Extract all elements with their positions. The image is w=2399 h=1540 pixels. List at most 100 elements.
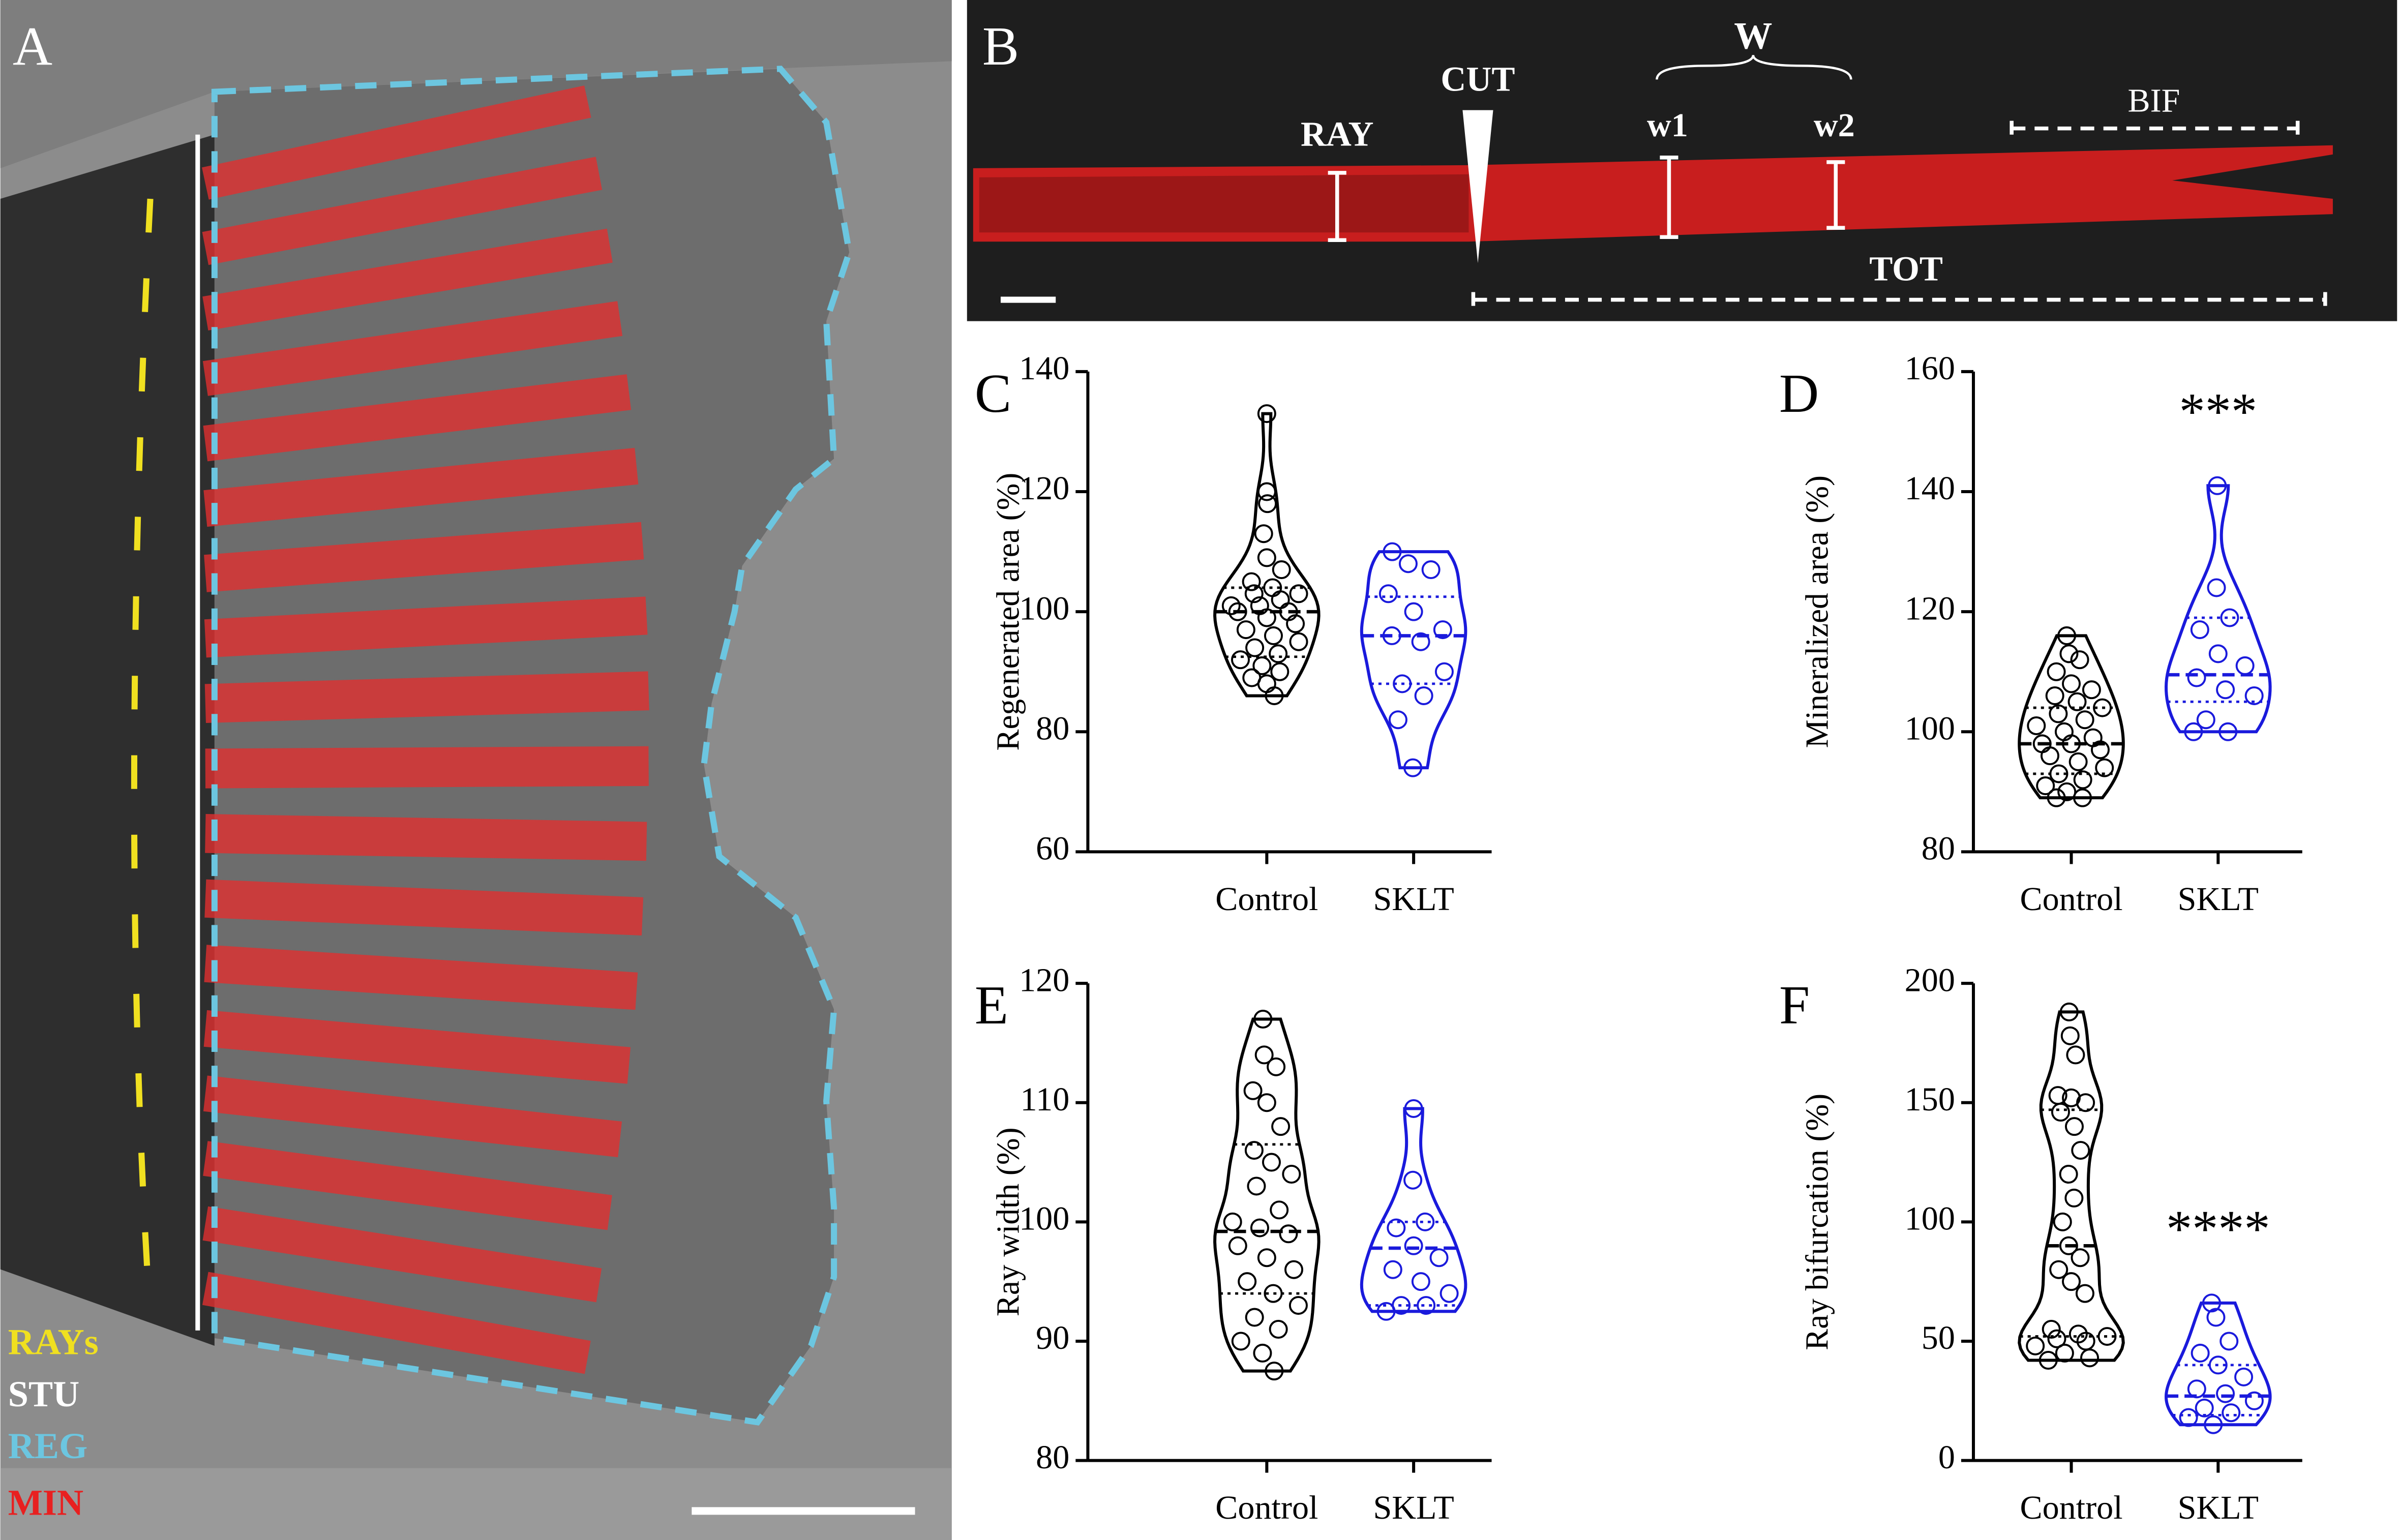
x-tick-label: SKLT (2178, 1489, 2259, 1526)
legend-mineralized: MIN (8, 1482, 83, 1523)
data-point (1279, 1224, 1298, 1244)
y-axis-label: Ray width (%) (991, 1127, 1026, 1316)
data-point (2067, 692, 2087, 711)
data-point (1289, 584, 1308, 603)
data-point (2234, 1367, 2254, 1386)
data-point (2049, 704, 2068, 723)
y-tick-label: 120 (1019, 470, 1069, 507)
stump-region (0, 134, 215, 1346)
data-point (1254, 524, 1273, 543)
data-point (2075, 710, 2094, 730)
data-point (1433, 620, 1452, 640)
data-point (2235, 656, 2255, 675)
data-point (1262, 1153, 1281, 1172)
data-point (1257, 548, 1276, 567)
data-point (1252, 656, 1272, 675)
data-point (1272, 560, 1291, 580)
ray-stripe (203, 1141, 612, 1230)
significance: *** (2179, 383, 2257, 440)
violin-body (1360, 1107, 1467, 1313)
data-point (1257, 674, 1276, 693)
tot-line (1471, 292, 2327, 308)
ray-shadow (979, 174, 1469, 233)
data-point (2042, 1320, 2061, 1339)
data-point (2076, 1093, 2095, 1112)
y-tick-label: 60 (1036, 830, 1069, 867)
y-tick-label: 80 (1036, 710, 1069, 747)
y-tick-label: 100 (1019, 590, 1069, 627)
x-tick-label: SKLT (1373, 881, 1454, 918)
data-point (2059, 1002, 2079, 1021)
y-tick-label: 110 (1021, 1081, 1070, 1118)
data-point (2190, 620, 2209, 640)
y-axis-label: Regenerated area (%) (991, 473, 1026, 751)
y-tick-label: 80 (1036, 1439, 1069, 1476)
panel-a: A RAYs STU REG MIN (0, 0, 952, 1540)
data-point (2062, 734, 2081, 753)
data-point (1245, 638, 1265, 657)
ray-stripe (202, 157, 603, 265)
data-point (1231, 1332, 1250, 1351)
data-point (1403, 758, 1423, 777)
y-tick-label: 100 (1019, 1200, 1069, 1237)
data-point (1253, 1343, 1272, 1363)
data-point (1271, 590, 1290, 610)
data-point (1244, 584, 1264, 603)
width-label: W (1734, 15, 1772, 57)
data-point (1223, 1212, 1242, 1231)
cut-label: CUT (1441, 59, 1515, 98)
ray-stripe (202, 301, 623, 396)
data-point (1244, 1141, 1264, 1160)
data-point (1264, 1284, 1283, 1303)
data-point (2027, 716, 2046, 735)
data-point (2206, 1308, 2226, 1327)
y-tick-label: 100 (1905, 1200, 1955, 1237)
ray-stripe (202, 1272, 591, 1374)
mineralized-rays (202, 85, 649, 1374)
data-point (2070, 650, 2089, 670)
regenerate-outline (211, 66, 853, 1426)
panel-letter: F (1779, 975, 1810, 1036)
data-point (2071, 1141, 2090, 1160)
data-point (2095, 758, 2114, 777)
data-point (1440, 1284, 1459, 1303)
violin-body (1213, 412, 1321, 698)
ray-stripe (202, 228, 613, 331)
data-point (1228, 602, 1247, 621)
y-axis-label: Ray bifurcation (%) (1800, 1094, 1835, 1350)
data-point (2057, 626, 2077, 645)
data-point (2073, 770, 2092, 790)
data-point (1284, 1260, 1304, 1279)
data-point (2097, 1327, 2117, 1346)
data-point (1434, 662, 1454, 681)
data-point (1383, 542, 1402, 561)
ray-stripe (203, 374, 632, 462)
data-point (2059, 1236, 2078, 1255)
ray-stripe (204, 945, 638, 1010)
data-point (1269, 644, 1288, 663)
ray-stripe (202, 1206, 602, 1303)
data-point (2207, 578, 2226, 597)
ray-stripe (203, 1010, 631, 1084)
data-point (2216, 1384, 2235, 1403)
data-point (2057, 782, 2077, 801)
y-tick-label: 100 (1905, 710, 1955, 747)
data-point (2049, 1260, 2068, 1279)
data-point (1228, 1236, 1247, 1255)
data-point (1257, 482, 1276, 501)
data-point (1243, 1081, 1263, 1100)
data-point (1265, 1362, 1284, 1381)
y-tick-label: 200 (1905, 961, 1955, 999)
w2-label: w2 (1814, 107, 1855, 144)
data-point (2187, 1379, 2206, 1399)
y-tick-label: 120 (1905, 590, 1955, 627)
y-tick-label: 120 (1019, 961, 1069, 999)
width-brace (1656, 54, 1852, 80)
data-point (1286, 614, 1305, 633)
data-point (2055, 1343, 2074, 1363)
data-point (2196, 710, 2215, 730)
panel-letter: E (975, 975, 1008, 1036)
y-tick-label: 160 (1905, 350, 1955, 387)
